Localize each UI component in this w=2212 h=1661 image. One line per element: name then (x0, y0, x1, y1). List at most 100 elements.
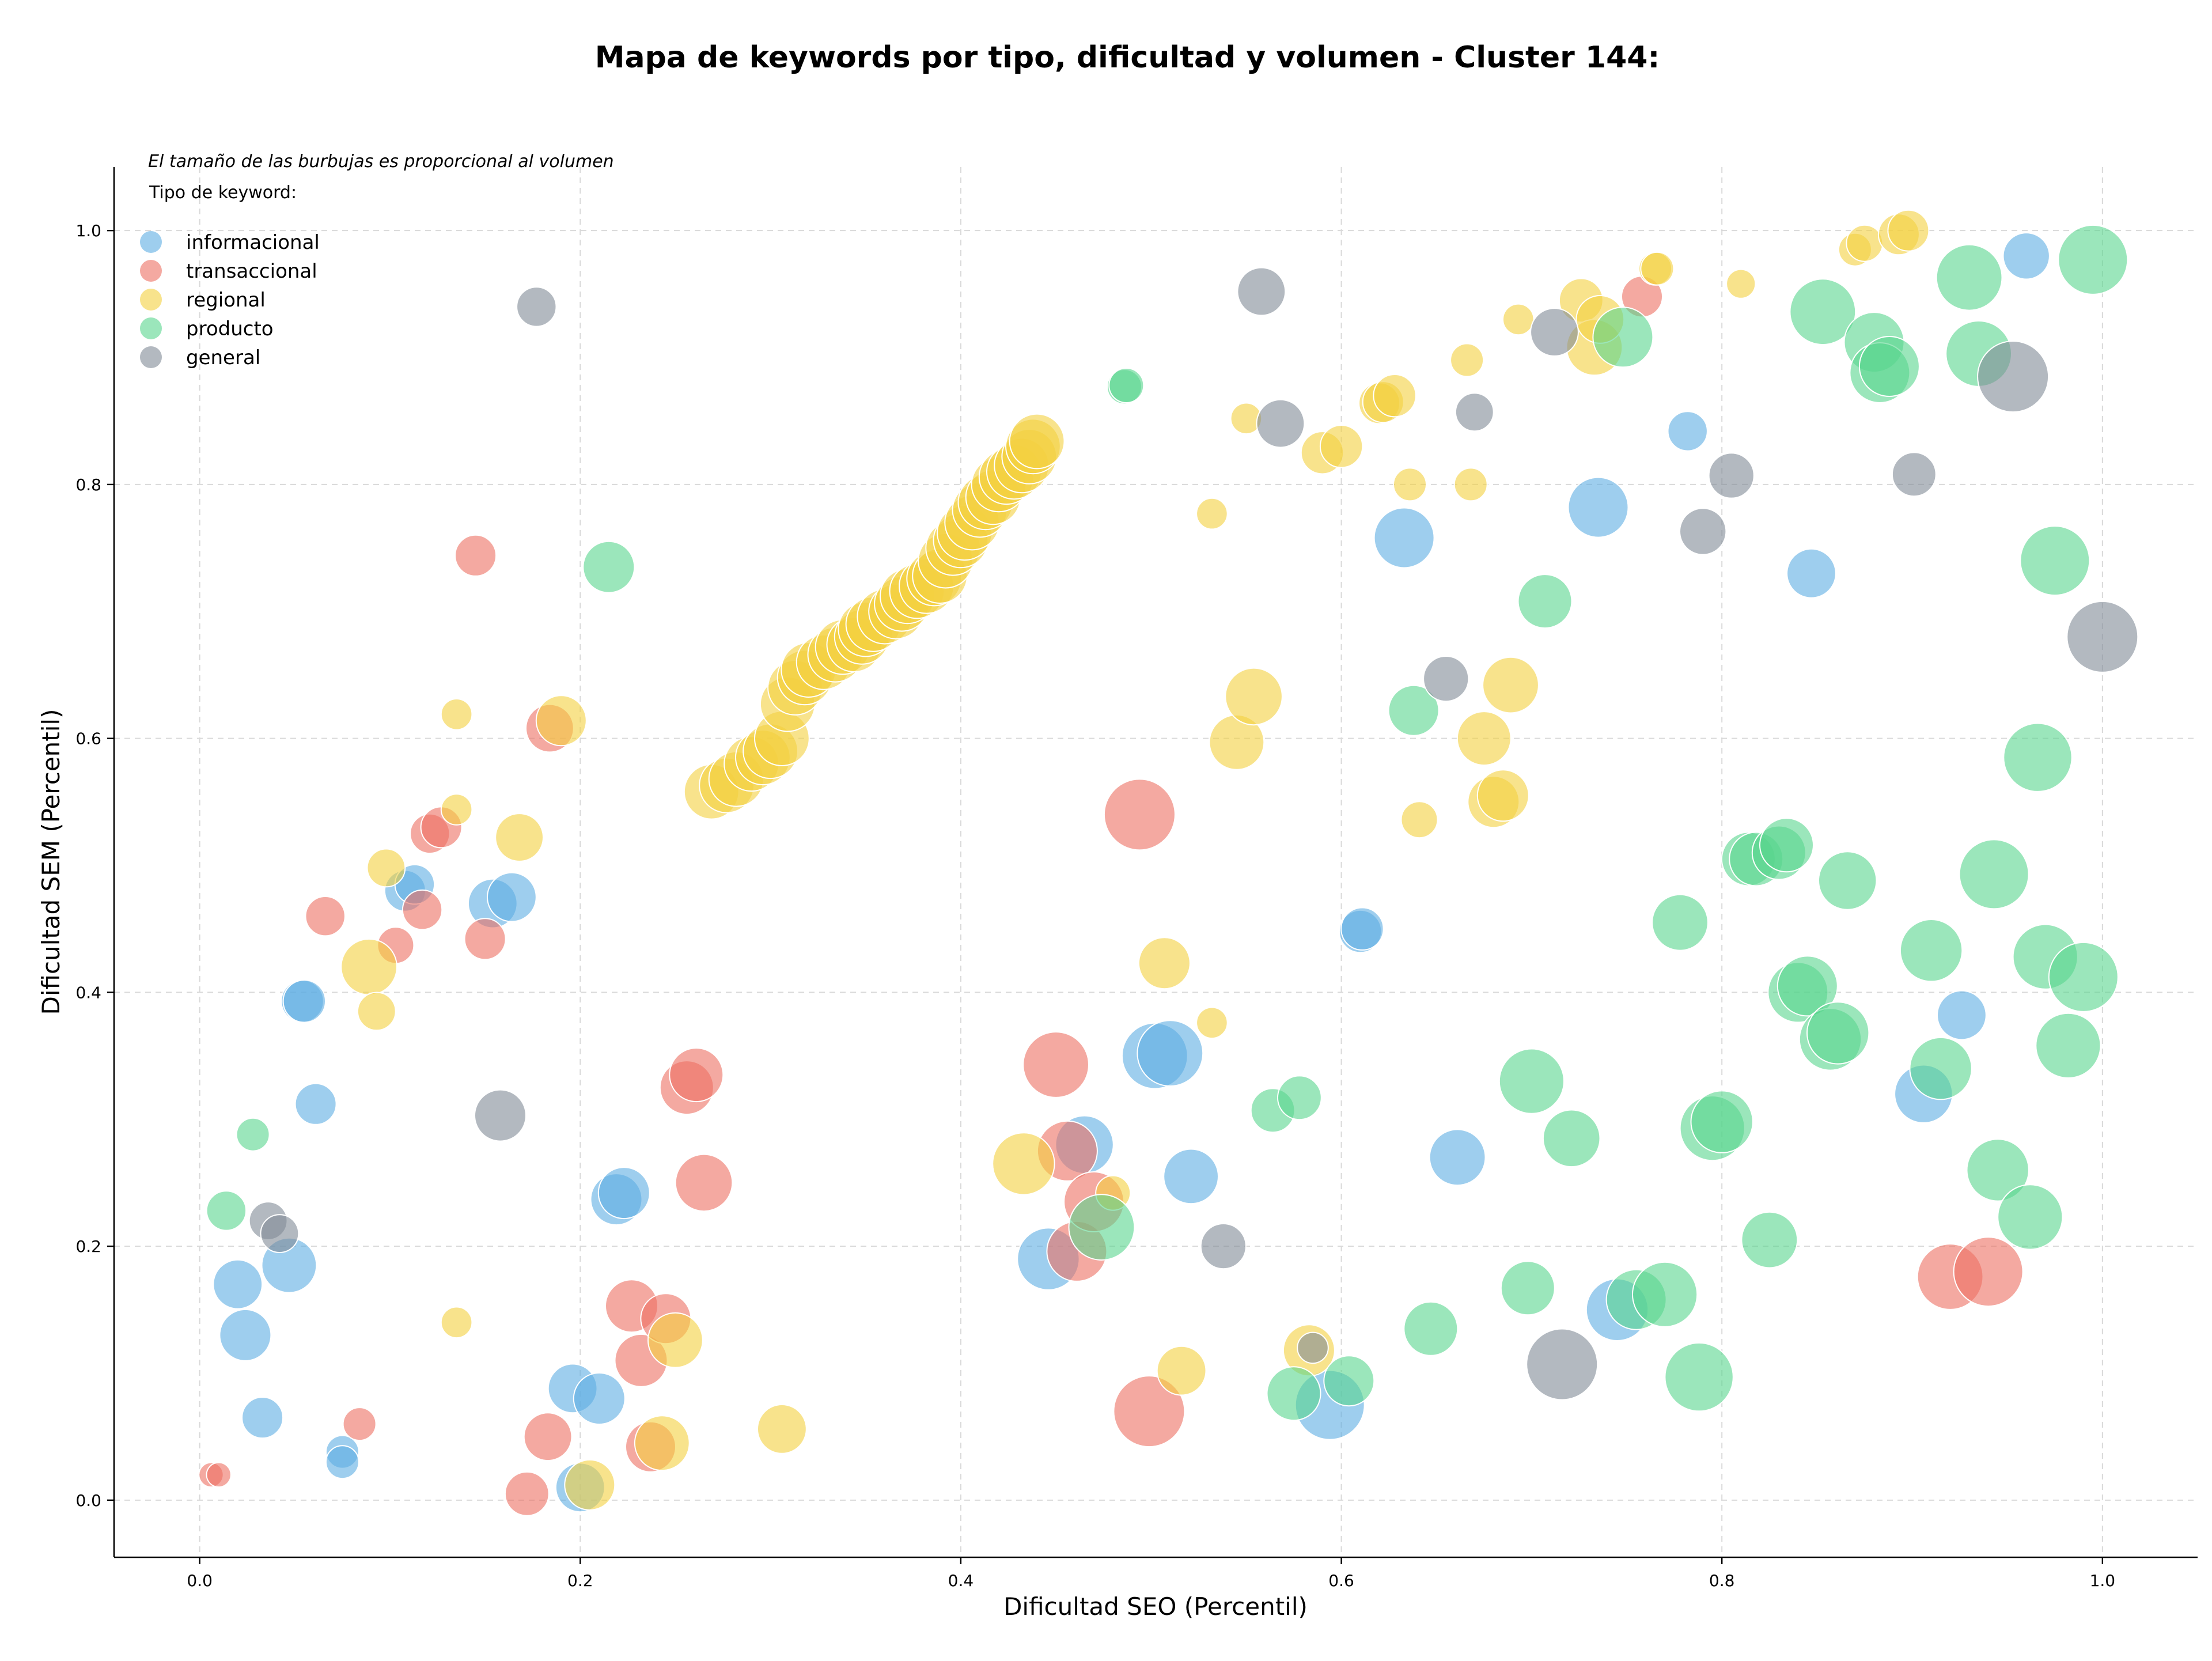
bubble-point-general (1708, 452, 1755, 499)
bubble-point-producto (1664, 1342, 1734, 1412)
x-tick-label: 0.8 (1709, 1571, 1735, 1590)
bubble-point-producto (1632, 1261, 1698, 1327)
bubble-point-producto (1936, 244, 2003, 311)
bubble-size-note: El tamaño de las burbujas es proporciona… (148, 152, 614, 172)
legend-label-transaccional: transaccional (186, 260, 317, 283)
bubble-point-producto (1806, 1001, 1870, 1065)
bubble-point-informacional (573, 1372, 626, 1425)
bubble-point-transaccional (342, 1407, 377, 1441)
bubble-point-regional (1726, 268, 1756, 299)
bubble-point-regional (1502, 303, 1535, 336)
bubble-point-general (1977, 340, 2050, 413)
bubble-point-transaccional (454, 534, 497, 577)
legend-marker-regional (140, 289, 162, 311)
y-tick-label: 0.2 (75, 1237, 101, 1256)
x-tick-label: 0.2 (567, 1571, 593, 1590)
legend-title: Tipo de keyword: (149, 183, 297, 203)
bubble-point-transaccional (675, 1153, 733, 1212)
bubble-point-producto (1592, 307, 1654, 368)
bubble-point-regional (564, 1459, 616, 1511)
bubble-point-producto (1858, 336, 1920, 397)
bubble-point-producto (1277, 1075, 1322, 1121)
x-tick-label: 1.0 (2090, 1571, 2116, 1590)
bubble-point-regional (757, 1404, 807, 1454)
bubble-point-producto (1690, 1090, 1753, 1153)
bubble-point-producto (1959, 839, 2029, 910)
bubble-point-regional (440, 698, 473, 731)
bubble-point-regional (1450, 343, 1484, 377)
bubble-point-transaccional (305, 896, 346, 937)
bubble-point-transaccional (1953, 1236, 2024, 1307)
bubble-point-regional (1225, 667, 1283, 726)
bubble-point-informacional (1340, 907, 1384, 951)
bubble-point-regional (634, 1415, 690, 1471)
bubble-point-producto (1818, 851, 1877, 910)
bubble-point-general (1530, 308, 1579, 357)
bubble-point-producto (1500, 1261, 1555, 1316)
bubble-point-general (1455, 392, 1494, 432)
bubble-point-regional (1156, 1345, 1207, 1396)
bubble-point-general (1526, 1328, 1599, 1401)
bubble-layer (198, 209, 2139, 1516)
bubble-point-regional (1453, 467, 1488, 502)
bubble-point-producto (1498, 1048, 1565, 1114)
bubble-point-informacional (1937, 990, 1987, 1041)
bubble-point-producto (2048, 941, 2119, 1012)
bubble-point-regional (366, 848, 406, 888)
bubble-point-producto (1909, 1036, 1972, 1100)
bubble-point-regional (495, 813, 544, 862)
bubble-point-producto (1542, 1109, 1601, 1168)
bubble-point-informacional (1137, 1020, 1204, 1087)
bubble-point-general (1200, 1223, 1247, 1270)
bubble-point-transaccional (402, 889, 443, 930)
bubble-point-regional (1393, 467, 1427, 502)
bubble-point-regional (647, 1312, 703, 1368)
legend-label-producto: producto (186, 317, 274, 340)
bubble-point-general (1891, 452, 1937, 497)
bubble-point-informacional (213, 1259, 263, 1310)
bubble-point-producto (1068, 1194, 1135, 1261)
bubble-point-informacional (487, 872, 537, 922)
bubble-point-informacional (1567, 476, 1629, 538)
bubble-point-regional (357, 992, 396, 1031)
bubble-point-producto (1108, 368, 1145, 403)
bubble-point-producto (2058, 224, 2128, 295)
bubble-point-producto (1759, 818, 1814, 873)
bubble-point-producto (1899, 919, 1963, 982)
bubble-point-regional (1846, 224, 1884, 262)
legend-label-regional: regional (186, 289, 266, 312)
bubble-point-informacional (282, 979, 326, 1023)
bubble-point-transaccional (206, 1462, 232, 1488)
bubble-point-producto (1266, 1366, 1321, 1421)
y-axis-title: Dificultad SEM (Percentil) (37, 709, 65, 1015)
legend-label-informacional: informacional (186, 231, 320, 254)
bubble-point-informacional (241, 1397, 284, 1439)
bubble-point-producto (1323, 1355, 1375, 1407)
legend-marker-producto (140, 317, 162, 339)
y-tick-label: 0.8 (75, 475, 101, 494)
bubble-point-informacional (219, 1308, 272, 1361)
bubble-point-producto (1403, 1301, 1459, 1356)
bubble-point-informacional (325, 1445, 359, 1480)
bubble-point-general (516, 286, 557, 327)
bubble-point-producto (1997, 1184, 2063, 1250)
legend: informacional transaccional regional produc… (140, 231, 320, 369)
bubble-point-producto (582, 540, 635, 593)
bubble-point-informacional (1667, 411, 1708, 452)
bubble-point-producto (1789, 278, 1857, 346)
bubble-point-transaccional (669, 1047, 724, 1103)
legend-marker-transaccional (140, 260, 162, 282)
bubble-point-regional (1138, 937, 1191, 990)
bubble-point-regional (1196, 497, 1228, 530)
bubble-point-producto (1652, 894, 1709, 951)
bubble-point-producto (1741, 1211, 1798, 1269)
bubble-point-regional (440, 1306, 473, 1339)
y-tick-label: 0.6 (75, 729, 101, 748)
bubble-point-producto (2035, 1012, 2101, 1079)
y-tick-label: 0.4 (75, 983, 101, 1002)
series-informacional (213, 232, 2050, 1513)
bubble-point-informacional (1163, 1148, 1219, 1205)
bubble-point-regional (1373, 374, 1416, 418)
series-regional (340, 209, 1930, 1511)
